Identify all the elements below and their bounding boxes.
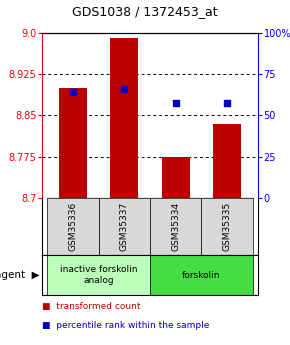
Bar: [150, 198, 202, 255]
Bar: [202, 198, 253, 255]
Text: GSM35334: GSM35334: [171, 202, 180, 251]
Bar: [150, 255, 253, 295]
Text: GDS1038 / 1372453_at: GDS1038 / 1372453_at: [72, 5, 218, 18]
Bar: [99, 198, 150, 255]
Bar: [59, 88, 87, 198]
Text: ■  percentile rank within the sample: ■ percentile rank within the sample: [42, 321, 209, 330]
Text: GSM35336: GSM35336: [68, 202, 77, 251]
Text: GSM35335: GSM35335: [223, 202, 232, 251]
Text: forskolin: forskolin: [182, 270, 221, 279]
Text: GSM35337: GSM35337: [120, 202, 129, 251]
Text: ■  transformed count: ■ transformed count: [42, 302, 140, 311]
Bar: [47, 198, 99, 255]
Bar: [110, 39, 138, 198]
Bar: [47, 255, 150, 295]
Text: inactive forskolin
analog: inactive forskolin analog: [60, 265, 137, 285]
Text: agent  ▶: agent ▶: [0, 270, 40, 280]
Bar: [162, 157, 190, 198]
Bar: [213, 124, 241, 198]
